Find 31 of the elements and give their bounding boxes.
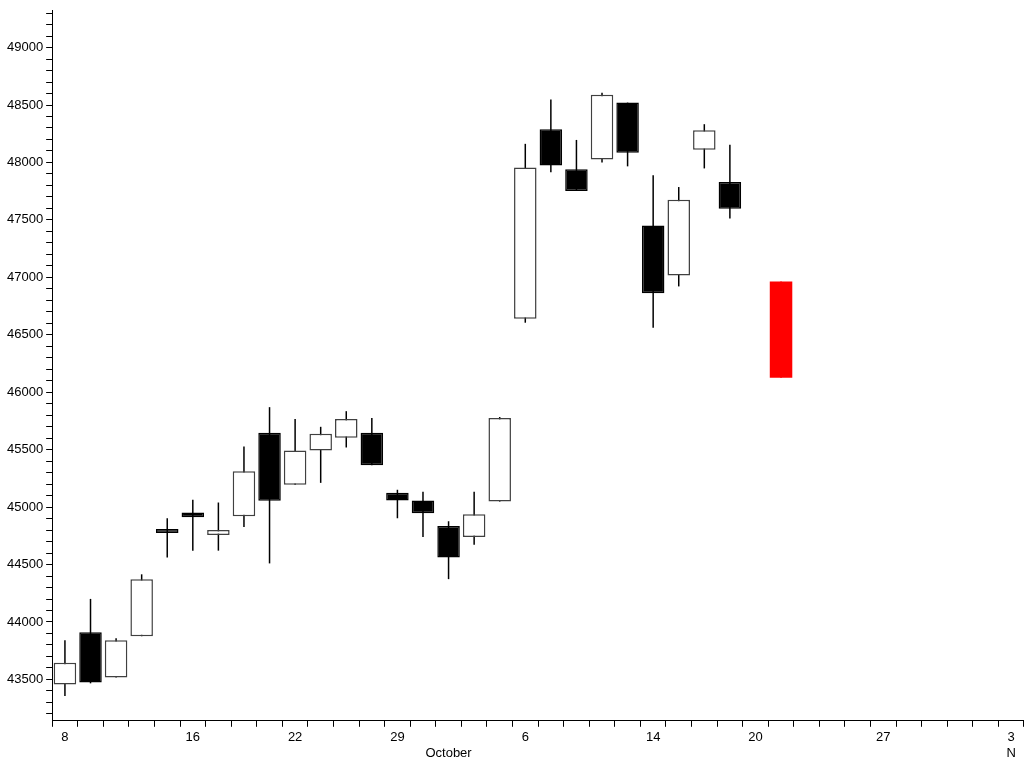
y-tick-label: 44000	[6, 613, 44, 629]
y-tick-label: 45000	[6, 498, 44, 514]
x-tick-label: 3 N	[1006, 729, 1016, 760]
candlestick	[386, 489, 409, 520]
x-tick-label: 6	[521, 729, 529, 745]
candlestick	[181, 498, 205, 552]
candlestick	[693, 123, 716, 170]
y-tick-label: 45500	[6, 441, 44, 457]
y-tick-label: 48000	[6, 154, 44, 170]
candlestick	[565, 139, 588, 192]
x-tick-label: 22	[287, 729, 303, 745]
candlestick	[335, 410, 358, 449]
x-tick-label: 20	[748, 729, 763, 745]
x-tick-label: 27	[876, 729, 891, 745]
y-tick-label: 44500	[6, 556, 44, 572]
x-tick-label: 8	[61, 729, 69, 745]
y-tick-label: 46500	[6, 326, 44, 342]
y-tick-label: 43500	[6, 671, 44, 687]
y-tick-label: 47500	[6, 211, 44, 227]
candlestick	[462, 490, 486, 546]
y-tick-label: 48500	[6, 96, 44, 112]
x-tick-label: 29	[390, 729, 405, 745]
candlestick	[718, 144, 742, 220]
candlestick	[309, 426, 332, 484]
x-tick-label: 16	[185, 729, 201, 745]
y-tick-label: 46000	[6, 383, 44, 399]
x-tick-label: October	[425, 744, 473, 760]
x-tick-label: 14	[645, 729, 661, 745]
y-tick-label: 49000	[6, 39, 44, 55]
y-tick-label: 47000	[6, 268, 44, 284]
candlestick	[411, 490, 435, 538]
